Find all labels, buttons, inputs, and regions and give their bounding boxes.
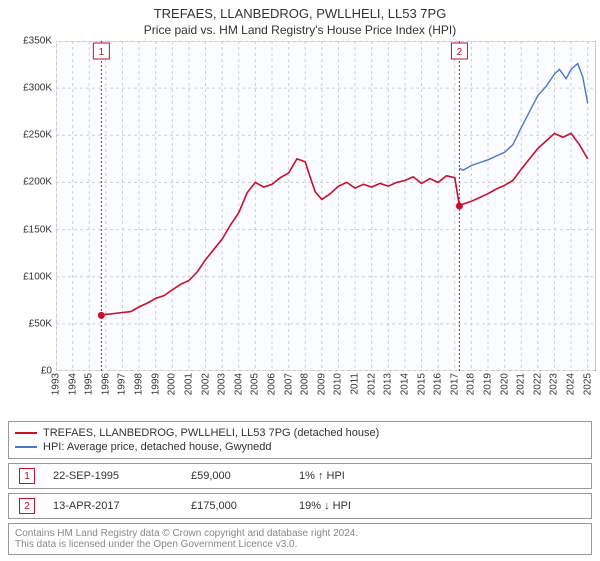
sale-price: £175,000 xyxy=(191,500,281,512)
svg-text:2: 2 xyxy=(457,47,463,58)
sale-date: 22-SEP-1995 xyxy=(53,470,173,482)
sale-delta: 1% ↑ HPI xyxy=(299,470,345,482)
svg-text:1: 1 xyxy=(99,47,105,58)
footnote-box: Contains HM Land Registry data © Crown c… xyxy=(8,523,592,555)
legend-item: HPI: Average price, detached house, Gwyn… xyxy=(15,440,585,454)
chart-svg: 12 xyxy=(56,41,596,371)
sale-row: 2 13-APR-2017 £175,000 19% ↓ HPI xyxy=(8,493,592,519)
sale-price: £59,000 xyxy=(191,470,281,482)
legend-label: TREFAES, LLANBEDROG, PWLLHELI, LL53 7PG … xyxy=(43,427,379,439)
chart-title: TREFAES, LLANBEDROG, PWLLHELI, LL53 7PG xyxy=(8,6,592,21)
chart-area: £0£50K£100K£150K£200K£250K£300K£350K 12 xyxy=(56,41,596,371)
sale-tag: 2 xyxy=(19,498,35,514)
y-axis-labels: £0£50K£100K£150K£200K£250K£300K£350K xyxy=(8,41,54,371)
legend-box: TREFAES, LLANBEDROG, PWLLHELI, LL53 7PG … xyxy=(8,421,592,459)
x-axis-labels: 1993199419951996199719981999200020012002… xyxy=(56,371,596,417)
sales-rows: 1 22-SEP-1995 £59,000 1% ↑ HPI 2 13-APR-2017 £… xyxy=(8,463,592,519)
footnote-line-2: This data is licensed under the Open Gov… xyxy=(15,539,585,550)
chart-subtitle: Price paid vs. HM Land Registry's House … xyxy=(8,23,592,37)
legend-swatch xyxy=(15,432,37,434)
sale-date: 13-APR-2017 xyxy=(53,500,173,512)
legend-swatch xyxy=(15,446,37,448)
footnote-line-1: Contains HM Land Registry data © Crown c… xyxy=(15,528,585,539)
legend-label: HPI: Average price, detached house, Gwyn… xyxy=(43,441,272,453)
sale-row: 1 22-SEP-1995 £59,000 1% ↑ HPI xyxy=(8,463,592,489)
sale-tag: 1 xyxy=(19,468,35,484)
sale-delta: 19% ↓ HPI xyxy=(299,500,351,512)
legend-item: TREFAES, LLANBEDROG, PWLLHELI, LL53 7PG … xyxy=(15,426,585,440)
